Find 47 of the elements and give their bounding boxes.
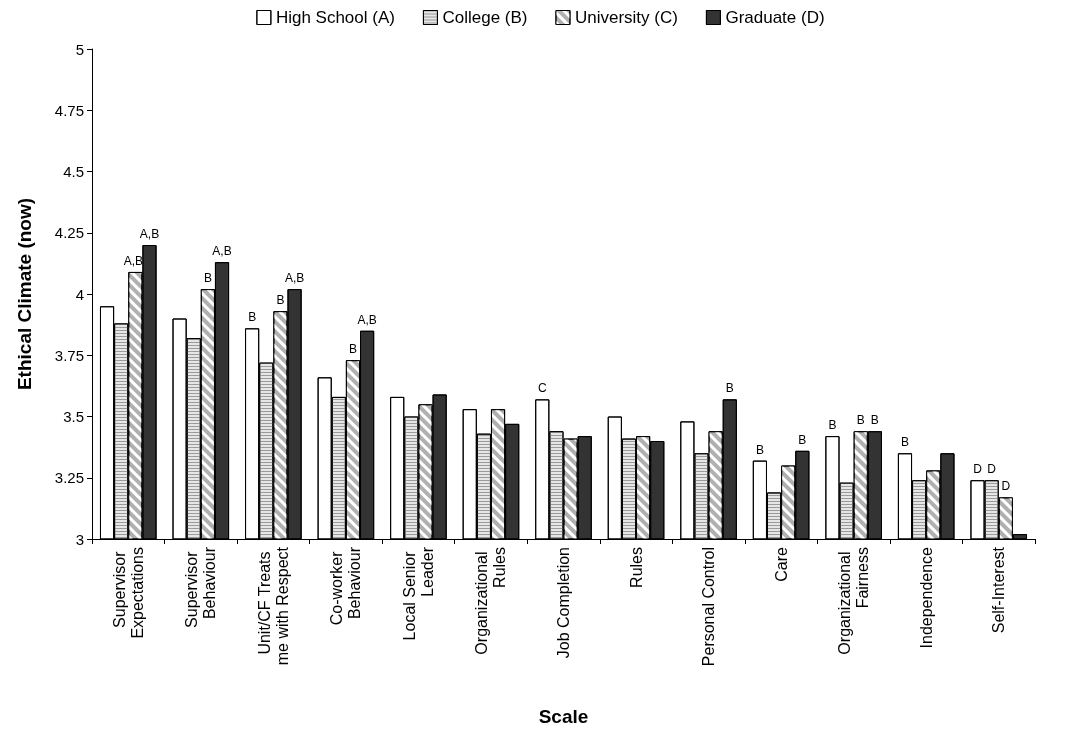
x-tick-label: Independence [917, 546, 935, 649]
data-label: A,B [139, 227, 160, 241]
y-tick-label: 3 [75, 530, 84, 548]
data-label: B [900, 435, 909, 450]
x-tick-label: Personal Control [700, 547, 718, 667]
data-label: B [276, 293, 285, 308]
y-tick-label: 3.25 [54, 469, 84, 487]
data-label: D [973, 462, 983, 477]
data-label: B [248, 310, 257, 325]
data-label: A,B [357, 312, 377, 327]
legend-label: High School (A) [275, 8, 395, 27]
x-tick-label: Supervisor Behaviour [183, 546, 219, 628]
x-tick-label: Organizational Rules [473, 547, 509, 655]
data-label: B [348, 342, 357, 357]
legend-label: University (C) [574, 8, 678, 27]
y-tick-label: 4 [75, 285, 84, 303]
y-tick-label: 4.75 [54, 101, 84, 119]
data-label: D [1001, 479, 1011, 494]
data-label: C [537, 381, 547, 396]
data-label: B [828, 418, 837, 433]
y-tick-label: 3.75 [54, 346, 84, 364]
data-label: B [856, 413, 865, 428]
data-label: B [755, 442, 764, 457]
x-tick-label: Local Senior Leader [400, 546, 436, 641]
data-label: B [870, 413, 879, 428]
x-tick-label: Unit/CF Treats me with Respect [255, 546, 291, 666]
data-label: D [987, 462, 997, 477]
x-tick-label: Organizational Fairness [836, 547, 872, 655]
x-axis-title: Scale [538, 706, 589, 727]
data-label: A,B [212, 244, 232, 259]
y-tick-label: 5 [75, 40, 84, 58]
y-axis-title: Ethical Climate (now) [14, 197, 35, 391]
y-tick-label: 3.5 [63, 408, 84, 425]
x-tick-label: Rules [627, 547, 645, 588]
legend-label: Graduate (D) [725, 8, 825, 27]
x-tick-label: Job Completion [555, 547, 572, 659]
x-tick-label: Self-Interest [990, 546, 1008, 634]
x-tick-label: Co-worker Behaviour [328, 546, 364, 626]
data-label: B [798, 432, 807, 447]
x-tick-label: Care [772, 546, 790, 582]
y-tick-label: 4.25 [54, 224, 84, 242]
x-tick-label: Supervisor Expectations [110, 547, 146, 639]
y-tick-label: 4.5 [63, 163, 84, 180]
legend-label: College (B) [442, 8, 528, 27]
data-label: B [725, 381, 734, 396]
data-label: A,B [284, 271, 305, 286]
data-label: B [203, 271, 212, 286]
